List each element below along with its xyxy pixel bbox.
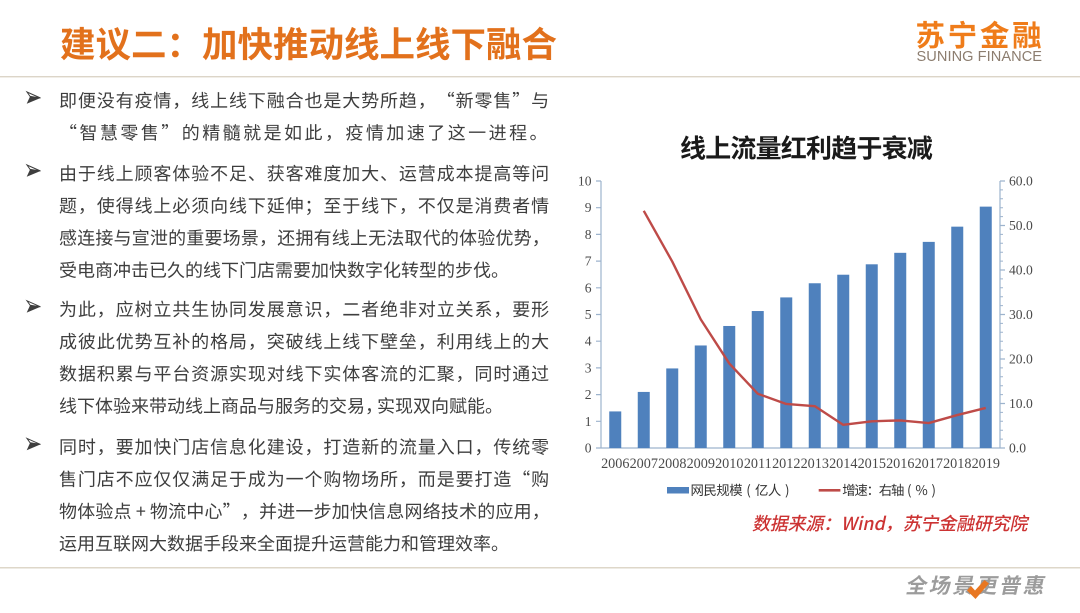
svg-text:1: 1 — [585, 414, 592, 429]
svg-text:2011: 2011 — [744, 456, 772, 472]
svg-text:6: 6 — [585, 280, 592, 295]
svg-text:0: 0 — [585, 441, 592, 456]
svg-text:2008: 2008 — [658, 456, 686, 472]
svg-text:5: 5 — [585, 307, 592, 322]
svg-text:2015: 2015 — [858, 456, 886, 472]
svg-text:2007: 2007 — [630, 456, 658, 472]
svg-text:20.0: 20.0 — [1009, 352, 1033, 367]
svg-text:2014: 2014 — [829, 456, 857, 472]
svg-text:9: 9 — [585, 200, 592, 215]
svg-text:2018: 2018 — [943, 456, 971, 472]
svg-text:2006: 2006 — [601, 456, 629, 472]
svg-text:2016: 2016 — [886, 456, 914, 472]
svg-text:8: 8 — [585, 227, 592, 242]
svg-text:2010: 2010 — [715, 456, 743, 472]
svg-text:40.0: 40.0 — [1009, 263, 1033, 278]
svg-text:2012: 2012 — [772, 456, 800, 472]
svg-text:10.0: 10.0 — [1009, 396, 1033, 411]
svg-text:4: 4 — [585, 334, 592, 349]
svg-text:50.0: 50.0 — [1009, 218, 1033, 233]
svg-text:0.0: 0.0 — [1009, 441, 1026, 456]
svg-text:7: 7 — [585, 254, 592, 269]
svg-text:2: 2 — [585, 387, 592, 402]
svg-text:3: 3 — [585, 360, 592, 375]
svg-text:2017: 2017 — [915, 456, 943, 472]
svg-text:60.0: 60.0 — [1009, 174, 1033, 189]
svg-text:SUNING FINANCE: SUNING FINANCE — [917, 49, 1043, 65]
svg-text:30.0: 30.0 — [1009, 307, 1033, 322]
svg-text:2009: 2009 — [687, 456, 715, 472]
svg-text:10: 10 — [578, 174, 592, 189]
svg-text:2019: 2019 — [972, 456, 1000, 472]
svg-text:2013: 2013 — [801, 456, 829, 472]
